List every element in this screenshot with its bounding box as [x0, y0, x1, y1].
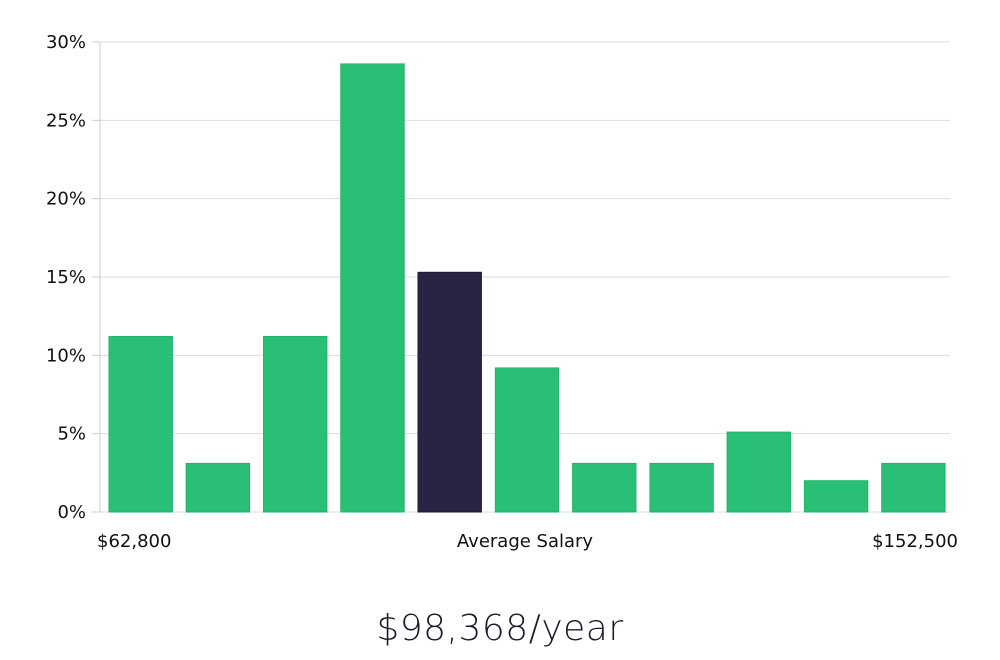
y-tick-label: 20% — [46, 189, 86, 210]
bar — [649, 462, 714, 513]
bar — [263, 336, 328, 513]
bars — [108, 63, 946, 513]
y-axis-ticks: 0% 5% 10% 15% 20% 25% 30% — [46, 32, 100, 523]
y-tick-label: 10% — [46, 345, 86, 366]
salary-histogram: 0% 5% 10% 15% 20% 25% 30% $62,800 Average Sala… — [46, 32, 958, 552]
x-label-max: $152,500 — [872, 531, 958, 552]
bar — [803, 480, 869, 513]
bar — [726, 431, 791, 513]
gridlines — [100, 41, 950, 513]
bar — [185, 462, 251, 513]
bar — [340, 63, 405, 513]
bar-average — [417, 271, 482, 513]
y-tick-label: 30% — [46, 32, 86, 53]
y-tick-label: 5% — [57, 424, 86, 445]
average-salary-value: $98,368/year — [376, 608, 624, 649]
bar — [108, 336, 173, 513]
x-label-min: $62,800 — [97, 531, 171, 552]
bar — [881, 462, 946, 513]
x-label-average: Average Salary — [457, 531, 594, 552]
y-tick-label: 0% — [57, 502, 86, 523]
bar — [572, 462, 637, 513]
y-tick-label: 25% — [46, 110, 86, 131]
y-tick-label: 15% — [46, 267, 86, 288]
bar — [494, 367, 560, 513]
